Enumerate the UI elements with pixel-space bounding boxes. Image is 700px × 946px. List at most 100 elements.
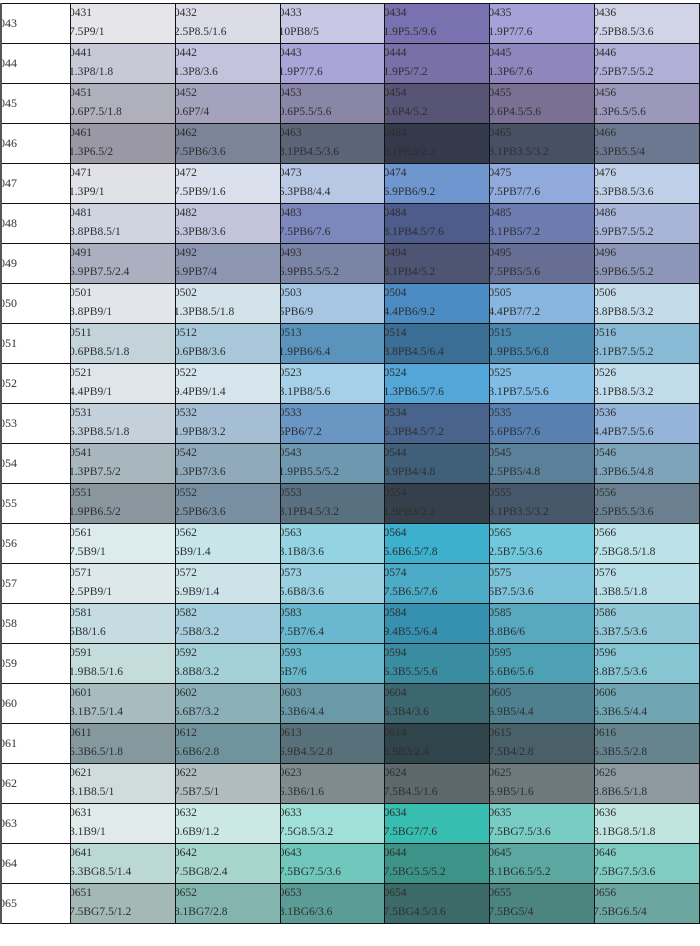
munsell-notation: 3.1PB8.5/3.2 xyxy=(594,386,654,398)
munsell-notation: 5.6B8/3.6 xyxy=(280,586,325,598)
color-code: 0532 xyxy=(175,407,197,419)
color-code: 0533 xyxy=(280,407,302,419)
munsell-notation: 8.1BG7/2.8 xyxy=(175,906,228,918)
munsell-notation: 1.9P7/7.6 xyxy=(280,66,323,78)
munsell-notation: 7.5BG7/7.6 xyxy=(384,826,438,838)
munsell-notation: 1.9PB5.5/5.2 xyxy=(280,466,340,478)
munsell-notation: 3.1PB7.5/5.2 xyxy=(594,346,654,358)
color-code: 0625 xyxy=(489,767,512,779)
munsell-notation: 8.1PB3.5/3.2 xyxy=(489,146,549,158)
color-code: 0492 xyxy=(175,247,197,259)
munsell-notation: 7.5P9/1 xyxy=(70,26,105,38)
color-code: 0472 xyxy=(175,167,197,179)
munsell-notation: 3.1B7.5/1.4 xyxy=(70,706,123,718)
color-code: 0596 xyxy=(594,647,617,659)
munsell-notation: 1.3PB6.5/4.8 xyxy=(594,466,654,478)
color-swatch-cell: 0636 3.1BG8.5/1.8 xyxy=(594,803,700,844)
munsell-notation: 7.5PB7.5/5.2 xyxy=(594,66,654,78)
color-code: 0482 xyxy=(175,207,197,219)
table-row: 0600601 3.1B7.5/1.4 0602 5.6B7/3.2 0603 6.3B6… xyxy=(0,683,700,724)
color-code: 0504 xyxy=(384,287,407,299)
color-code: 0631 xyxy=(70,807,92,819)
color-swatch-cell: 0433 10PB8/5 xyxy=(279,3,386,44)
munsell-notation: 8.1PB4/5.2 xyxy=(384,266,436,278)
row-label: 059 xyxy=(0,643,71,684)
color-swatch-cell: 0612 5.6B6/2.8 xyxy=(174,723,281,764)
color-swatch-cell: 0562 5B9/1.4 xyxy=(174,523,281,564)
munsell-notation: 2.5PB9/1 xyxy=(70,586,113,598)
color-swatch-cell: 0495 7.5PB5/5.6 xyxy=(489,243,596,284)
color-code: 0591 xyxy=(70,647,92,659)
color-code: 0471 xyxy=(70,167,92,179)
color-code: 0573 xyxy=(280,567,302,579)
munsell-notation: 7.5B4/2.8 xyxy=(489,746,534,758)
color-swatch-cell: 0642 7.5BG8/2.4 xyxy=(174,843,281,884)
color-code: 0566 xyxy=(594,527,617,539)
color-code: 0505 xyxy=(489,287,512,299)
color-code: 0635 xyxy=(489,807,512,819)
color-code: 0455 xyxy=(489,87,512,99)
color-code: 0544 xyxy=(384,447,407,459)
color-code: 0443 xyxy=(280,47,302,59)
color-code: 0614 xyxy=(384,727,407,739)
table-row: 0460461 1.3P6.5/2 0462 7.5PB6/3.6 0463 8.1PB4… xyxy=(0,123,700,164)
color-swatch-cell: 0631 3.1B9/1 xyxy=(70,803,176,844)
munsell-notation: 2.5PB5/4.8 xyxy=(489,466,541,478)
table-row: 0500501 8.8PB9/1 0502 1.3PB8.5/1.8 0503 5PB6/… xyxy=(0,283,700,324)
color-code: 0586 xyxy=(594,607,617,619)
munsell-notation: 6.9PB7/4 xyxy=(175,266,217,278)
munsell-notation: 6.3B6.5/4.4 xyxy=(594,706,648,718)
color-code: 0515 xyxy=(489,327,512,339)
munsell-notation: 7.5B4.5/1.6 xyxy=(384,786,438,798)
munsell-notation: 6.3B6/1.6 xyxy=(280,786,325,798)
color-code: 0605 xyxy=(489,687,512,699)
color-code: 0611 xyxy=(70,727,92,739)
color-code: 0464 xyxy=(384,127,407,139)
color-code: 0593 xyxy=(280,647,302,659)
color-swatch-cell: 0525 3.1PB7.5/5.6 xyxy=(489,363,596,404)
color-code: 0463 xyxy=(280,127,302,139)
color-code: 0542 xyxy=(175,447,197,459)
color-swatch-cell: 0595 5.6B6/5.6 xyxy=(489,643,596,684)
color-swatch-cell: 0585 8.8B6/6 xyxy=(489,603,596,644)
color-swatch-cell: 0611 6.3B6.5/1.8 xyxy=(70,723,176,764)
munsell-notation: 1.9PB8/3.2 xyxy=(175,426,226,438)
color-code: 0626 xyxy=(594,767,617,779)
table-row: 0580581 5B8/1.6 0582 7.5B8/3.2 0583 7.5B7/6.4… xyxy=(0,603,700,644)
color-code: 0543 xyxy=(280,447,302,459)
color-code: 0444 xyxy=(384,47,407,59)
color-code: 0641 xyxy=(70,847,92,859)
color-swatch-cell: 0554 1.9PB3/2.2 xyxy=(384,483,491,524)
row-label: 054 xyxy=(0,443,71,484)
munsell-notation: 7.5BG7.5/3.6 xyxy=(280,866,341,878)
munsell-notation: 8.8B6.5/1.8 xyxy=(594,786,648,798)
munsell-notation: 3.1B8/3.6 xyxy=(280,546,325,558)
color-swatch-cell: 0563 3.1B8/3.6 xyxy=(279,523,386,564)
color-code: 0536 xyxy=(594,407,617,419)
row-label: 062 xyxy=(0,763,71,804)
munsell-notation: 6.3BG8.5/1.4 xyxy=(70,866,132,878)
color-swatch-cell: 0464 8.1PB3/2.2 xyxy=(384,123,491,164)
color-swatch-cell: 0486 6.9PB7.5/5.2 xyxy=(594,203,700,244)
munsell-notation: 1.3B8.5/1.8 xyxy=(594,586,648,598)
table-row: 0540541 1.3PB7.5/2 0542 1.3PB7/3.6 0543 1.9PB… xyxy=(0,443,700,484)
color-swatch-cell: 0656 7.5BG6.5/4 xyxy=(594,883,700,924)
color-code: 0624 xyxy=(384,767,407,779)
munsell-notation: 3.1PB7.5/5.6 xyxy=(489,386,549,398)
color-code: 0521 xyxy=(70,367,92,379)
table-row: 0650651 7.5BG7.5/1.2 0652 8.1BG7/2.8 0653 8.1… xyxy=(0,883,700,924)
color-code: 0545 xyxy=(489,447,512,459)
munsell-notation: 0.6P7.5/1.8 xyxy=(70,106,122,118)
color-code: 0513 xyxy=(280,327,302,339)
color-swatch-cell: 0511 0.6PB8.5/1.8 xyxy=(70,323,176,364)
table-row: 0570571 2.5PB9/1 0572 6.9B9/1.4 0573 5.6B8/3.… xyxy=(0,563,700,604)
color-swatch-cell: 0655 7.5BG5/4 xyxy=(489,883,596,924)
color-swatch-cell: 0506 3.8PB8.5/3.2 xyxy=(594,283,700,324)
munsell-notation: 1.9P7/7.6 xyxy=(489,26,533,38)
color-code: 0615 xyxy=(489,727,512,739)
color-code: 0563 xyxy=(280,527,302,539)
table-row: 0440441 1.3P8/1.8 0442 1.3P8/3.6 0443 1.9P7/7… xyxy=(0,43,700,84)
munsell-notation: 6.3PB5.5/4 xyxy=(594,146,645,158)
munsell-notation: 6.3B6/4.4 xyxy=(280,706,325,718)
munsell-notation: 0.6PB8.5/1.8 xyxy=(70,346,130,358)
